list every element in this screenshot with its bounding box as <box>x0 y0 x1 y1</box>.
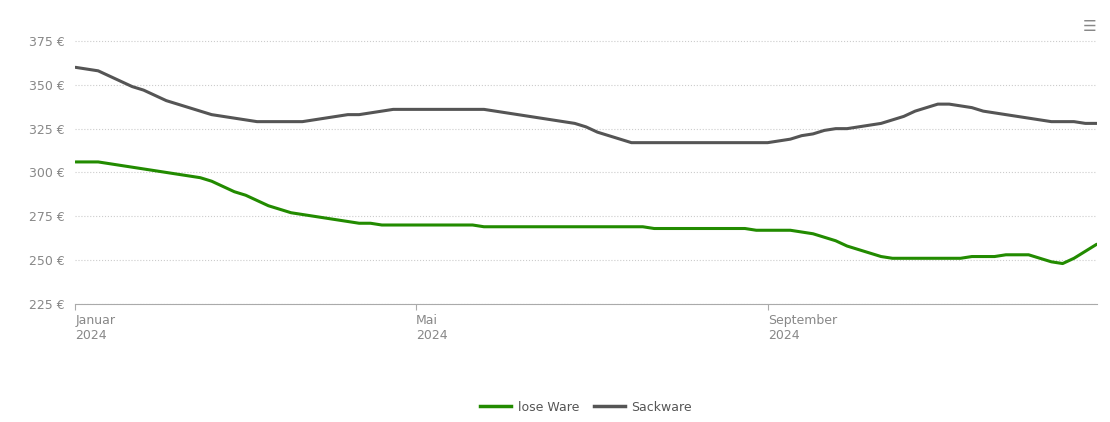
Text: ☰: ☰ <box>1083 19 1097 34</box>
Legend: lose Ware, Sackware: lose Ware, Sackware <box>475 396 697 419</box>
